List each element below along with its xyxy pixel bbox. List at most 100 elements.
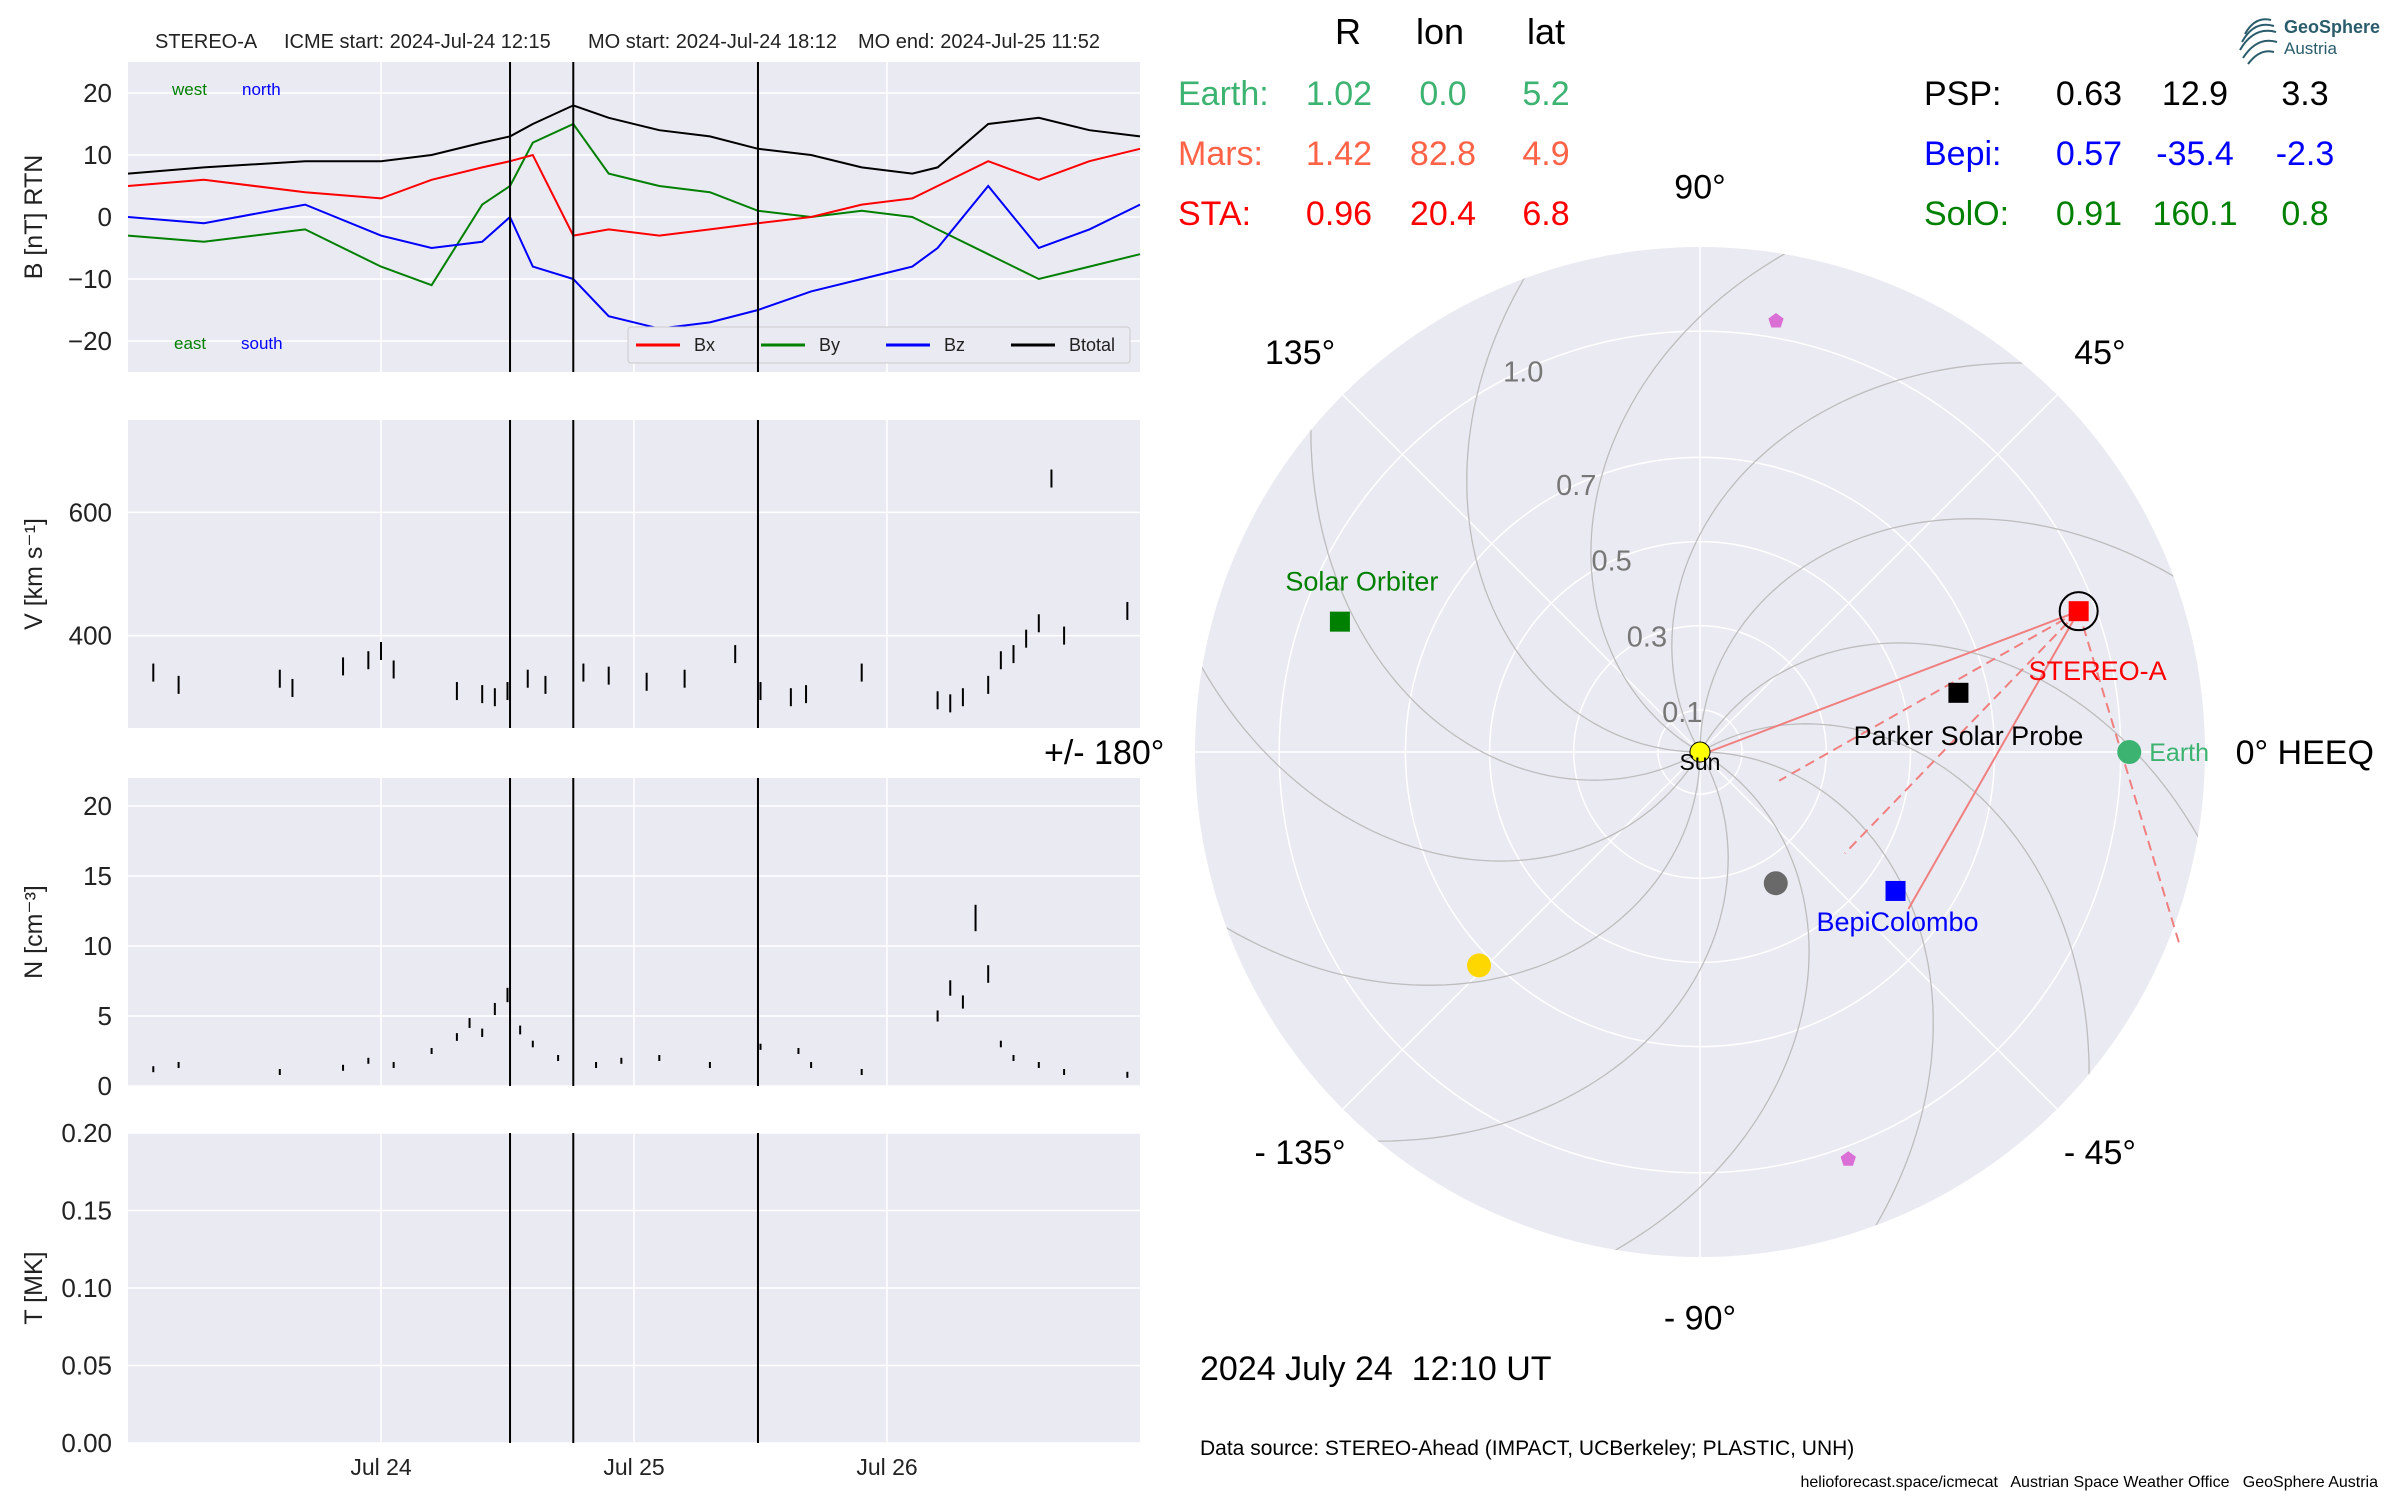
credits: helioforecast.space/icmecat Austrian Spa… — [1801, 1474, 2379, 1491]
mo-start-label: MO start: 2024-Jul-24 18:12 — [588, 31, 837, 53]
table-row-name: Bepi: — [1924, 135, 2002, 173]
parker-spiral-line — [1203, 751, 1701, 986]
y-tick-label: 0 — [98, 202, 112, 232]
radius-label: 0.3 — [1627, 621, 1667, 653]
radius-label: 0.5 — [1591, 546, 1631, 578]
table-row-name: STA: — [1178, 195, 1251, 233]
stereo-a-fov-line — [1778, 610, 2080, 782]
table-row-lat: 5.2 — [1522, 75, 1569, 113]
radius-gridline — [1657, 709, 1743, 795]
table-row-lon: 82.8 — [1410, 135, 1476, 173]
solar-orbiter-marker — [1329, 611, 1350, 632]
parker-solar-probe-label: Parker Solar Probe — [1854, 721, 2084, 751]
angle-label: 90° — [1674, 168, 1725, 206]
table-row-r: 0.63 — [2056, 75, 2122, 113]
logo-line-1: GeoSphere — [2284, 17, 2380, 37]
stereo-a-fov-line — [2077, 610, 2181, 947]
angle-label: +/- 180° — [1044, 734, 1164, 772]
annotation-east: east — [174, 334, 206, 353]
stereo-a-fov-line — [1708, 610, 2080, 753]
earth-label: Earth — [2149, 739, 2209, 767]
angle-label: - 45° — [2064, 1134, 2136, 1172]
y-axis-label: N [cm⁻³] — [20, 885, 48, 979]
table-row-r: 1.02 — [1306, 75, 1372, 113]
annotation-west: west — [171, 80, 207, 99]
x-tick-label: Jul 26 — [856, 1454, 917, 1480]
legend-label-bz: Bz — [944, 335, 965, 355]
y-axis-label: T [MK] — [20, 1251, 48, 1324]
table-row-lon: -35.4 — [2156, 135, 2234, 173]
parker-spiral-line — [1699, 723, 2090, 1101]
table-row-lon: 12.9 — [2162, 75, 2228, 113]
parker-spiral-line — [1466, 255, 1701, 753]
y-tick-label: −10 — [68, 264, 112, 294]
y-tick-label: 20 — [83, 791, 112, 821]
mo-end-label: MO end: 2024-Jul-25 11:52 — [858, 31, 1100, 53]
temperature-panel: 0.20 0.15 0.10 0.05 0.00 T [MK] Jul 24 Jul 25 Ju… — [20, 1118, 1140, 1480]
logo-line-2: Austria — [2284, 39, 2337, 58]
table-row-r: 0.96 — [1306, 195, 1372, 233]
annotation-south: south — [241, 334, 283, 353]
object-2-marker — [1840, 1151, 1856, 1166]
series-bx-line — [127, 147, 1141, 237]
mercury-marker — [1763, 871, 1788, 896]
y-tick-label: 0.20 — [61, 1118, 112, 1148]
legend-label-by: By — [819, 335, 840, 355]
table-row-lon: 20.4 — [1410, 195, 1476, 233]
y-tick-label: 600 — [69, 497, 112, 527]
table-row-name: Mars: — [1178, 135, 1263, 173]
stereo-a-label: STEREO-A — [2029, 656, 2167, 686]
earth-marker — [2117, 740, 2142, 764]
radius-label: 0.7 — [1556, 470, 1596, 502]
table-row-name: SolO: — [1924, 195, 2009, 233]
bepicolombo-label: BepiColombo — [1816, 907, 1978, 937]
y-tick-label: 0.10 — [61, 1273, 112, 1303]
logo-mark-icon — [2239, 18, 2278, 65]
angle-label: 135° — [1265, 334, 1335, 372]
angle-label: - 135° — [1255, 1134, 1346, 1172]
table-header-lat: lat — [1527, 11, 1565, 52]
spacecraft-name: STEREO-A — [155, 31, 258, 53]
parker-spiral-line — [1590, 247, 1809, 753]
y-tick-label: 10 — [83, 140, 112, 170]
radius-label: 1.0 — [1503, 356, 1543, 388]
legend-label-btotal: Btotal — [1069, 335, 1115, 355]
sun-label: Sun — [1680, 749, 1721, 775]
y-tick-label: 20 — [83, 78, 112, 108]
series-by-line — [127, 122, 1141, 287]
x-tick-label: Jul 25 — [603, 1454, 664, 1480]
table-row-name: Earth: — [1178, 75, 1269, 113]
y-tick-label: 400 — [69, 621, 112, 651]
legend-label-bx: Bx — [694, 335, 715, 355]
parker-spiral-line — [1699, 518, 2197, 753]
parker-spiral-line — [1195, 643, 1701, 862]
data-source: Data source: STEREO-Ahead (IMPACT, UCBer… — [1200, 1437, 1854, 1460]
angle-label: 45° — [2074, 334, 2125, 372]
y-axis-label: V [km s⁻¹] — [20, 518, 48, 630]
object-1-marker — [1768, 313, 1784, 328]
y-tick-label: 15 — [83, 861, 112, 891]
table-row-lon: 160.1 — [2152, 195, 2237, 233]
stereo-a-ring — [2058, 591, 2099, 632]
stereo-a-marker — [2068, 601, 2089, 622]
angle-label: 0° HEEQ — [2236, 734, 2374, 772]
y-tick-label: 0 — [98, 1071, 112, 1101]
radius-gridline — [1404, 456, 1996, 1048]
x-tick-label: Jul 24 — [350, 1454, 412, 1480]
magnetic-field-panel: 20 10 0 −10 −20 B [nT] RTN west north east south B… — [20, 62, 1141, 372]
table-row-r: 0.91 — [2056, 195, 2122, 233]
y-tick-label: 5 — [98, 1001, 112, 1031]
y-tick-label: 0.15 — [61, 1196, 112, 1226]
table-row-lat: 3.3 — [2281, 75, 2328, 113]
parker-spiral-line — [1310, 403, 1701, 781]
positions-table: R lon lat Earth: 1.02 0.0 5.2 Mars: 1.42 82.8 4… — [1178, 11, 2334, 233]
y-axis-label: B [nT] RTN — [20, 155, 48, 280]
y-tick-label: 0.05 — [61, 1351, 112, 1381]
parker-spiral-line — [1671, 362, 2049, 753]
parker-solar-probe-marker — [1948, 682, 1969, 703]
table-header-lon: lon — [1416, 11, 1464, 52]
stereo-a-fov-line — [1907, 610, 2080, 910]
sun-marker — [1689, 741, 1711, 763]
radius-gridline — [1573, 625, 1827, 879]
